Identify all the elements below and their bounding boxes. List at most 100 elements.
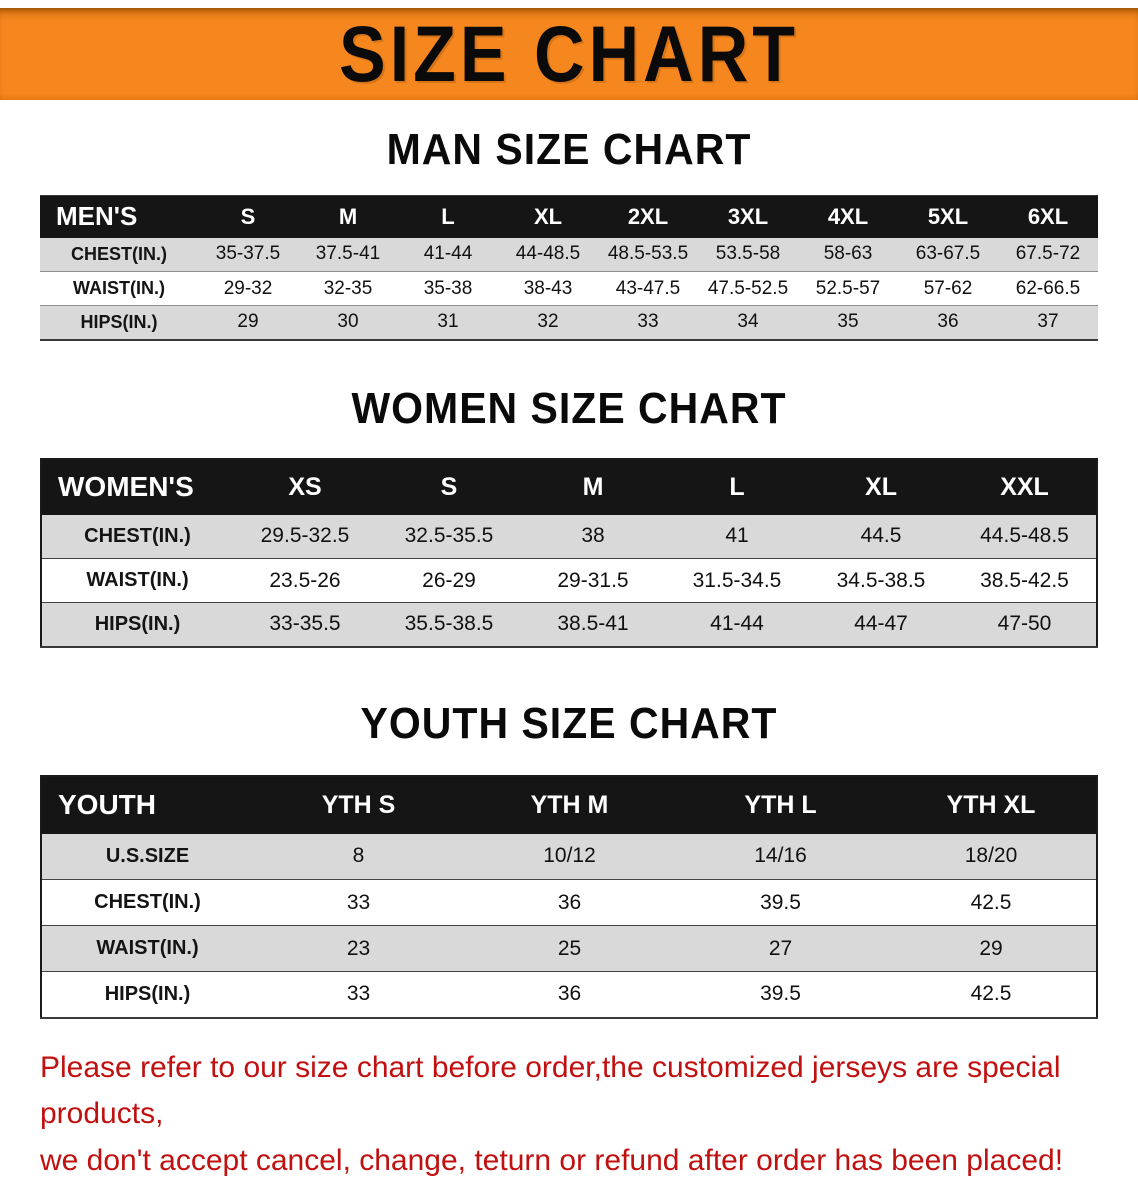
women-row-label: HIPS(IN.) [41,603,233,647]
youth-value-cell: 8 [253,834,464,880]
women-size-header: L [665,459,809,515]
youth-row-label: HIPS(IN.) [41,972,253,1018]
women-value-cell: 41 [665,515,809,559]
youth-value-cell: 42.5 [886,880,1097,926]
women-value-cell: 32.5-35.5 [377,515,521,559]
men-row-label: CHEST(IN.) [40,238,198,272]
youth-value-cell: 36 [464,880,675,926]
youth-size-header: YTH XL [886,776,1097,834]
women-size-header: XXL [953,459,1097,515]
disclaimer: Please refer to our size chart before or… [0,1045,1138,1184]
youth-table-title: YOUTH [41,776,253,834]
men-value-cell: 36 [898,306,998,340]
men-value-cell: 32 [498,306,598,340]
youth-value-cell: 10/12 [464,834,675,880]
men-size-header: 3XL [698,196,798,238]
men-table-title: MEN'S [40,196,198,238]
women-value-cell: 44.5 [809,515,953,559]
women-value-cell: 44-47 [809,603,953,647]
men-row-label: HIPS(IN.) [40,306,198,340]
men-value-cell: 52.5-57 [798,272,898,306]
men-value-cell: 30 [298,306,398,340]
men-size-header: XL [498,196,598,238]
youth-value-cell: 18/20 [886,834,1097,880]
men-value-cell: 67.5-72 [998,238,1098,272]
youth-value-cell: 33 [253,972,464,1018]
youth-value-cell: 36 [464,972,675,1018]
men-size-header: M [298,196,398,238]
youth-value-cell: 42.5 [886,972,1097,1018]
women-value-cell: 44.5-48.5 [953,515,1097,559]
men-value-cell: 57-62 [898,272,998,306]
men-row-label: WAIST(IN.) [40,272,198,306]
youth-value-cell: 39.5 [675,972,886,1018]
men-value-cell: 31 [398,306,498,340]
disclaimer-line-2: we don't accept cancel, change, teturn o… [40,1138,1098,1184]
women-value-cell: 29-31.5 [521,559,665,603]
women-size-header: S [377,459,521,515]
men-value-cell: 37 [998,306,1098,340]
men-value-cell: 44-48.5 [498,238,598,272]
men-value-cell: 35-37.5 [198,238,298,272]
men-section-heading: MAN SIZE CHART [0,125,1138,175]
youth-value-cell: 27 [675,926,886,972]
men-value-cell: 58-63 [798,238,898,272]
women-size-header: XS [233,459,377,515]
men-value-cell: 37.5-41 [298,238,398,272]
men-value-cell: 34 [698,306,798,340]
youth-section-heading: YOUTH SIZE CHART [0,698,1138,748]
women-table-title: WOMEN'S [41,459,233,515]
women-value-cell: 33-35.5 [233,603,377,647]
youth-size-header: YTH S [253,776,464,834]
men-value-cell: 29 [198,306,298,340]
men-value-cell: 53.5-58 [698,238,798,272]
men-value-cell: 63-67.5 [898,238,998,272]
youth-value-cell: 23 [253,926,464,972]
youth-value-cell: 39.5 [675,880,886,926]
men-value-cell: 48.5-53.5 [598,238,698,272]
disclaimer-line-1: Please refer to our size chart before or… [40,1045,1098,1138]
women-value-cell: 34.5-38.5 [809,559,953,603]
men-value-cell: 29-32 [198,272,298,306]
youth-value-cell: 25 [464,926,675,972]
men-value-cell: 62-66.5 [998,272,1098,306]
youth-row-label: CHEST(IN.) [41,880,253,926]
men-size-header: 6XL [998,196,1098,238]
women-section-heading: WOMEN SIZE CHART [0,383,1138,433]
women-row-label: CHEST(IN.) [41,515,233,559]
men-size-header: 2XL [598,196,698,238]
women-value-cell: 26-29 [377,559,521,603]
women-value-cell: 38.5-42.5 [953,559,1097,603]
women-size-header: XL [809,459,953,515]
men-value-cell: 33 [598,306,698,340]
women-value-cell: 38.5-41 [521,603,665,647]
women-value-cell: 47-50 [953,603,1097,647]
youth-row-label: U.S.SIZE [41,834,253,880]
women-value-cell: 41-44 [665,603,809,647]
women-value-cell: 31.5-34.5 [665,559,809,603]
men-value-cell: 41-44 [398,238,498,272]
women-value-cell: 29.5-32.5 [233,515,377,559]
women-value-cell: 38 [521,515,665,559]
men-value-cell: 43-47.5 [598,272,698,306]
men-value-cell: 35 [798,306,898,340]
women-size-header: M [521,459,665,515]
